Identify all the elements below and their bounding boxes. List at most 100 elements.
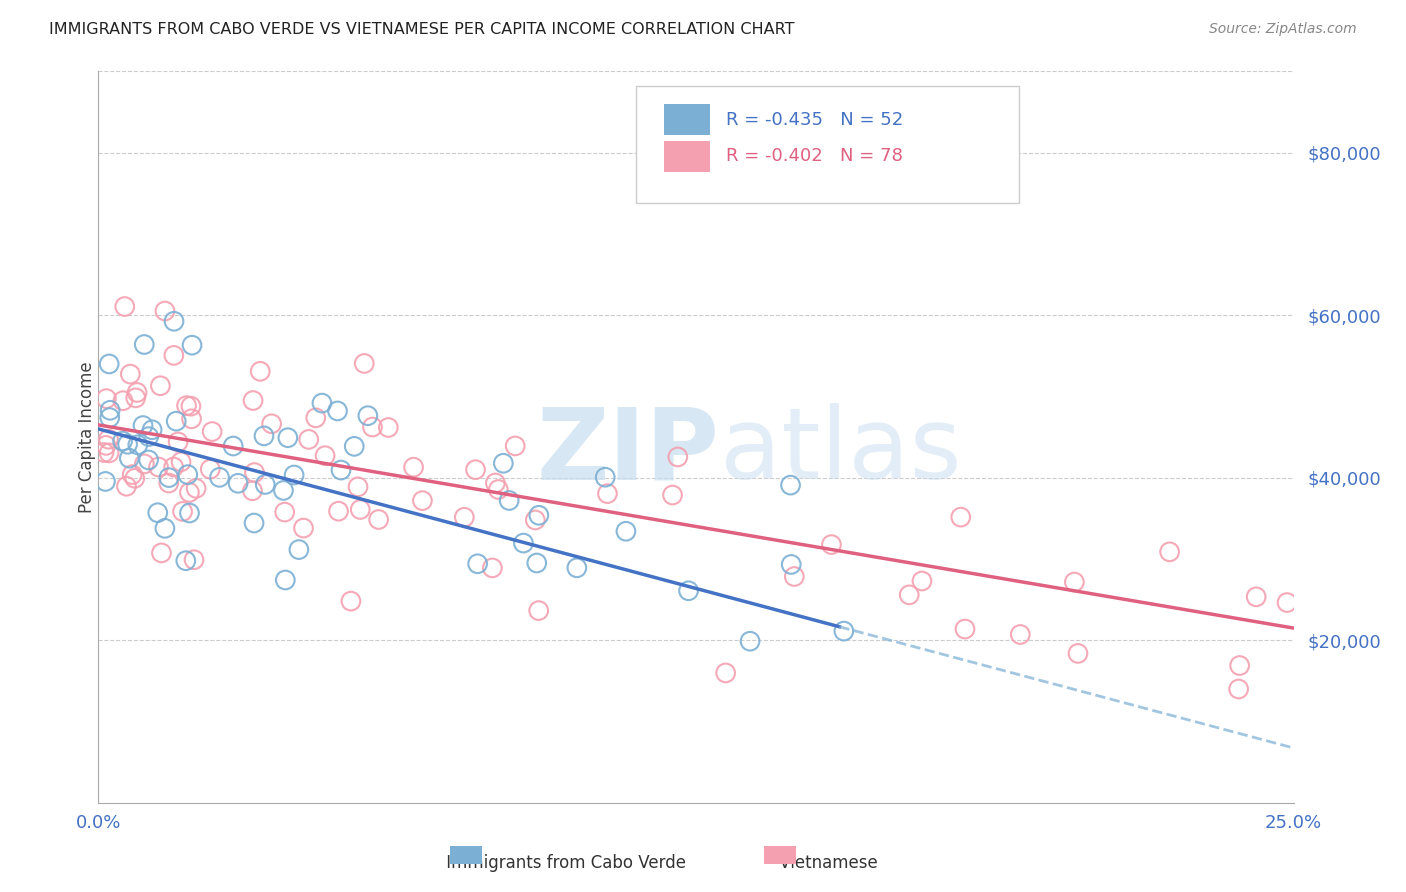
Point — [127, 438, 149, 452]
Point — [738, 634, 761, 648]
Point — [526, 556, 548, 570]
Point — [340, 594, 363, 608]
Point — [503, 439, 526, 453]
Y-axis label: Per Capita Income: Per Capita Income — [79, 361, 96, 513]
Text: Vietnamese: Vietnamese — [754, 854, 877, 872]
Point — [115, 479, 138, 493]
Point — [273, 483, 295, 498]
Point — [953, 622, 976, 636]
Point — [163, 348, 186, 362]
Point — [200, 462, 222, 476]
Point — [377, 420, 399, 434]
Point — [1063, 575, 1085, 590]
Point — [208, 470, 231, 484]
Point — [1067, 647, 1090, 661]
Point — [141, 423, 163, 437]
Point — [949, 510, 972, 524]
Point — [353, 356, 375, 370]
Point — [288, 542, 311, 557]
Point — [138, 453, 160, 467]
Point — [484, 475, 506, 490]
Point — [150, 546, 173, 560]
Point — [134, 337, 156, 351]
Point — [242, 393, 264, 408]
Point — [898, 588, 921, 602]
Point — [783, 569, 806, 583]
Point — [167, 434, 190, 449]
Point — [120, 367, 142, 381]
Point — [357, 409, 380, 423]
Point — [153, 304, 176, 318]
Point — [343, 439, 366, 453]
Point — [180, 412, 202, 426]
Point — [111, 393, 134, 408]
Point — [1010, 627, 1032, 641]
Point — [260, 417, 283, 431]
Point — [481, 561, 503, 575]
Point — [311, 396, 333, 410]
Point — [179, 485, 201, 500]
Point — [1227, 681, 1250, 696]
Point — [179, 506, 201, 520]
Point — [253, 429, 276, 443]
Point — [222, 439, 245, 453]
Text: R = -0.435   N = 52: R = -0.435 N = 52 — [725, 111, 903, 128]
Point — [174, 554, 197, 568]
Point — [527, 604, 550, 618]
Point — [170, 455, 193, 469]
Point — [298, 433, 321, 447]
Point — [614, 524, 637, 539]
Point — [183, 552, 205, 566]
Point — [149, 378, 172, 392]
Point — [832, 624, 855, 639]
Point — [661, 488, 683, 502]
Point — [498, 493, 520, 508]
Text: atlas: atlas — [720, 403, 962, 500]
Point — [361, 420, 384, 434]
Point — [249, 364, 271, 378]
Point — [121, 467, 143, 482]
Point — [157, 470, 180, 484]
Point — [593, 470, 616, 484]
Point — [349, 502, 371, 516]
Point — [254, 477, 277, 491]
Point — [138, 429, 160, 443]
Point — [114, 300, 136, 314]
Point — [98, 357, 121, 371]
Point — [464, 463, 486, 477]
Point — [98, 410, 121, 425]
FancyBboxPatch shape — [763, 846, 796, 863]
Point — [678, 583, 700, 598]
Point — [666, 450, 689, 464]
Point — [330, 463, 353, 477]
Point — [277, 431, 299, 445]
Point — [486, 483, 509, 497]
Point — [527, 508, 550, 523]
Point — [1244, 590, 1267, 604]
FancyBboxPatch shape — [637, 86, 1019, 203]
Point — [1275, 595, 1298, 609]
Point — [305, 410, 328, 425]
Point — [181, 338, 204, 352]
Point — [176, 399, 198, 413]
Point — [157, 476, 180, 491]
Point — [453, 510, 475, 524]
Point — [402, 460, 425, 475]
Point — [565, 561, 588, 575]
Point — [292, 521, 315, 535]
Point — [148, 460, 170, 475]
Point — [162, 460, 184, 475]
Point — [125, 391, 148, 405]
Point — [911, 574, 934, 588]
Point — [467, 557, 489, 571]
Point — [347, 480, 370, 494]
Point — [98, 403, 121, 417]
Point — [1229, 658, 1251, 673]
Point — [98, 446, 121, 460]
Point — [93, 445, 115, 459]
Point — [118, 451, 141, 466]
Point — [367, 512, 389, 526]
Point — [714, 665, 737, 680]
Point — [117, 437, 139, 451]
FancyBboxPatch shape — [664, 141, 710, 171]
